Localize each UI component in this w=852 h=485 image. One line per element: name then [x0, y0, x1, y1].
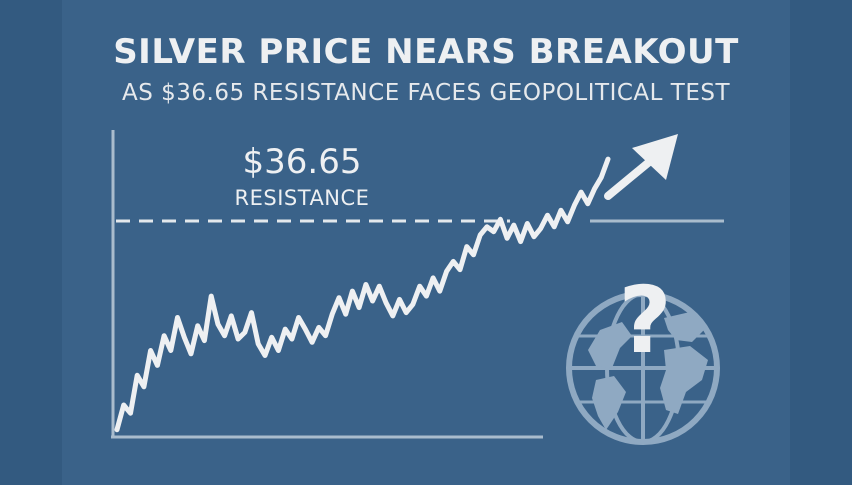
- left-margin: [0, 0, 62, 485]
- page-title: SILVER PRICE NEARS BREAKOUT: [113, 32, 739, 72]
- price-series-line: [114, 156, 611, 433]
- globe-icon: [566, 291, 720, 445]
- resistance-value-label: $36.65: [243, 142, 362, 182]
- right-margin: [790, 0, 852, 485]
- page-subtitle: AS $36.65 RESISTANCE FACES GEOPOLITICAL …: [122, 80, 730, 106]
- question-mark-icon: ?: [618, 267, 671, 374]
- up-arrow-icon: [604, 134, 678, 200]
- resistance-caption-label: RESISTANCE: [235, 186, 370, 210]
